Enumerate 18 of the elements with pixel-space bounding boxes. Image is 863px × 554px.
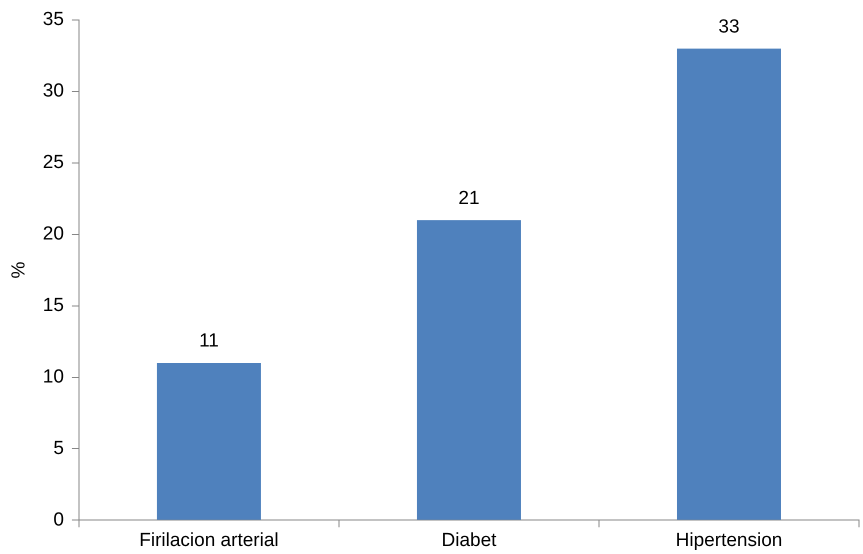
x-tick-label: Diabet: [442, 530, 498, 551]
y-tick-label: 5: [53, 438, 64, 459]
y-tick-label: 10: [42, 366, 64, 388]
y-tick-label: 25: [42, 152, 64, 174]
y-tick-label: 30: [42, 80, 64, 102]
data-label: 33: [718, 16, 740, 38]
y-tick-label: 15: [42, 295, 64, 316]
bar: [156, 362, 261, 520]
y-tick-label: 35: [42, 9, 64, 30]
bar: [416, 220, 521, 520]
y-tick-label: 0: [53, 509, 64, 530]
y-tick-label: 20: [42, 224, 64, 245]
x-tick-label: Firilacion arterial: [139, 530, 279, 551]
data-label: 11: [199, 330, 219, 352]
y-axis-title: %: [8, 262, 30, 279]
data-label: 21: [458, 188, 480, 209]
x-tick-label: Hipertension: [676, 530, 782, 551]
bar: [676, 48, 781, 520]
